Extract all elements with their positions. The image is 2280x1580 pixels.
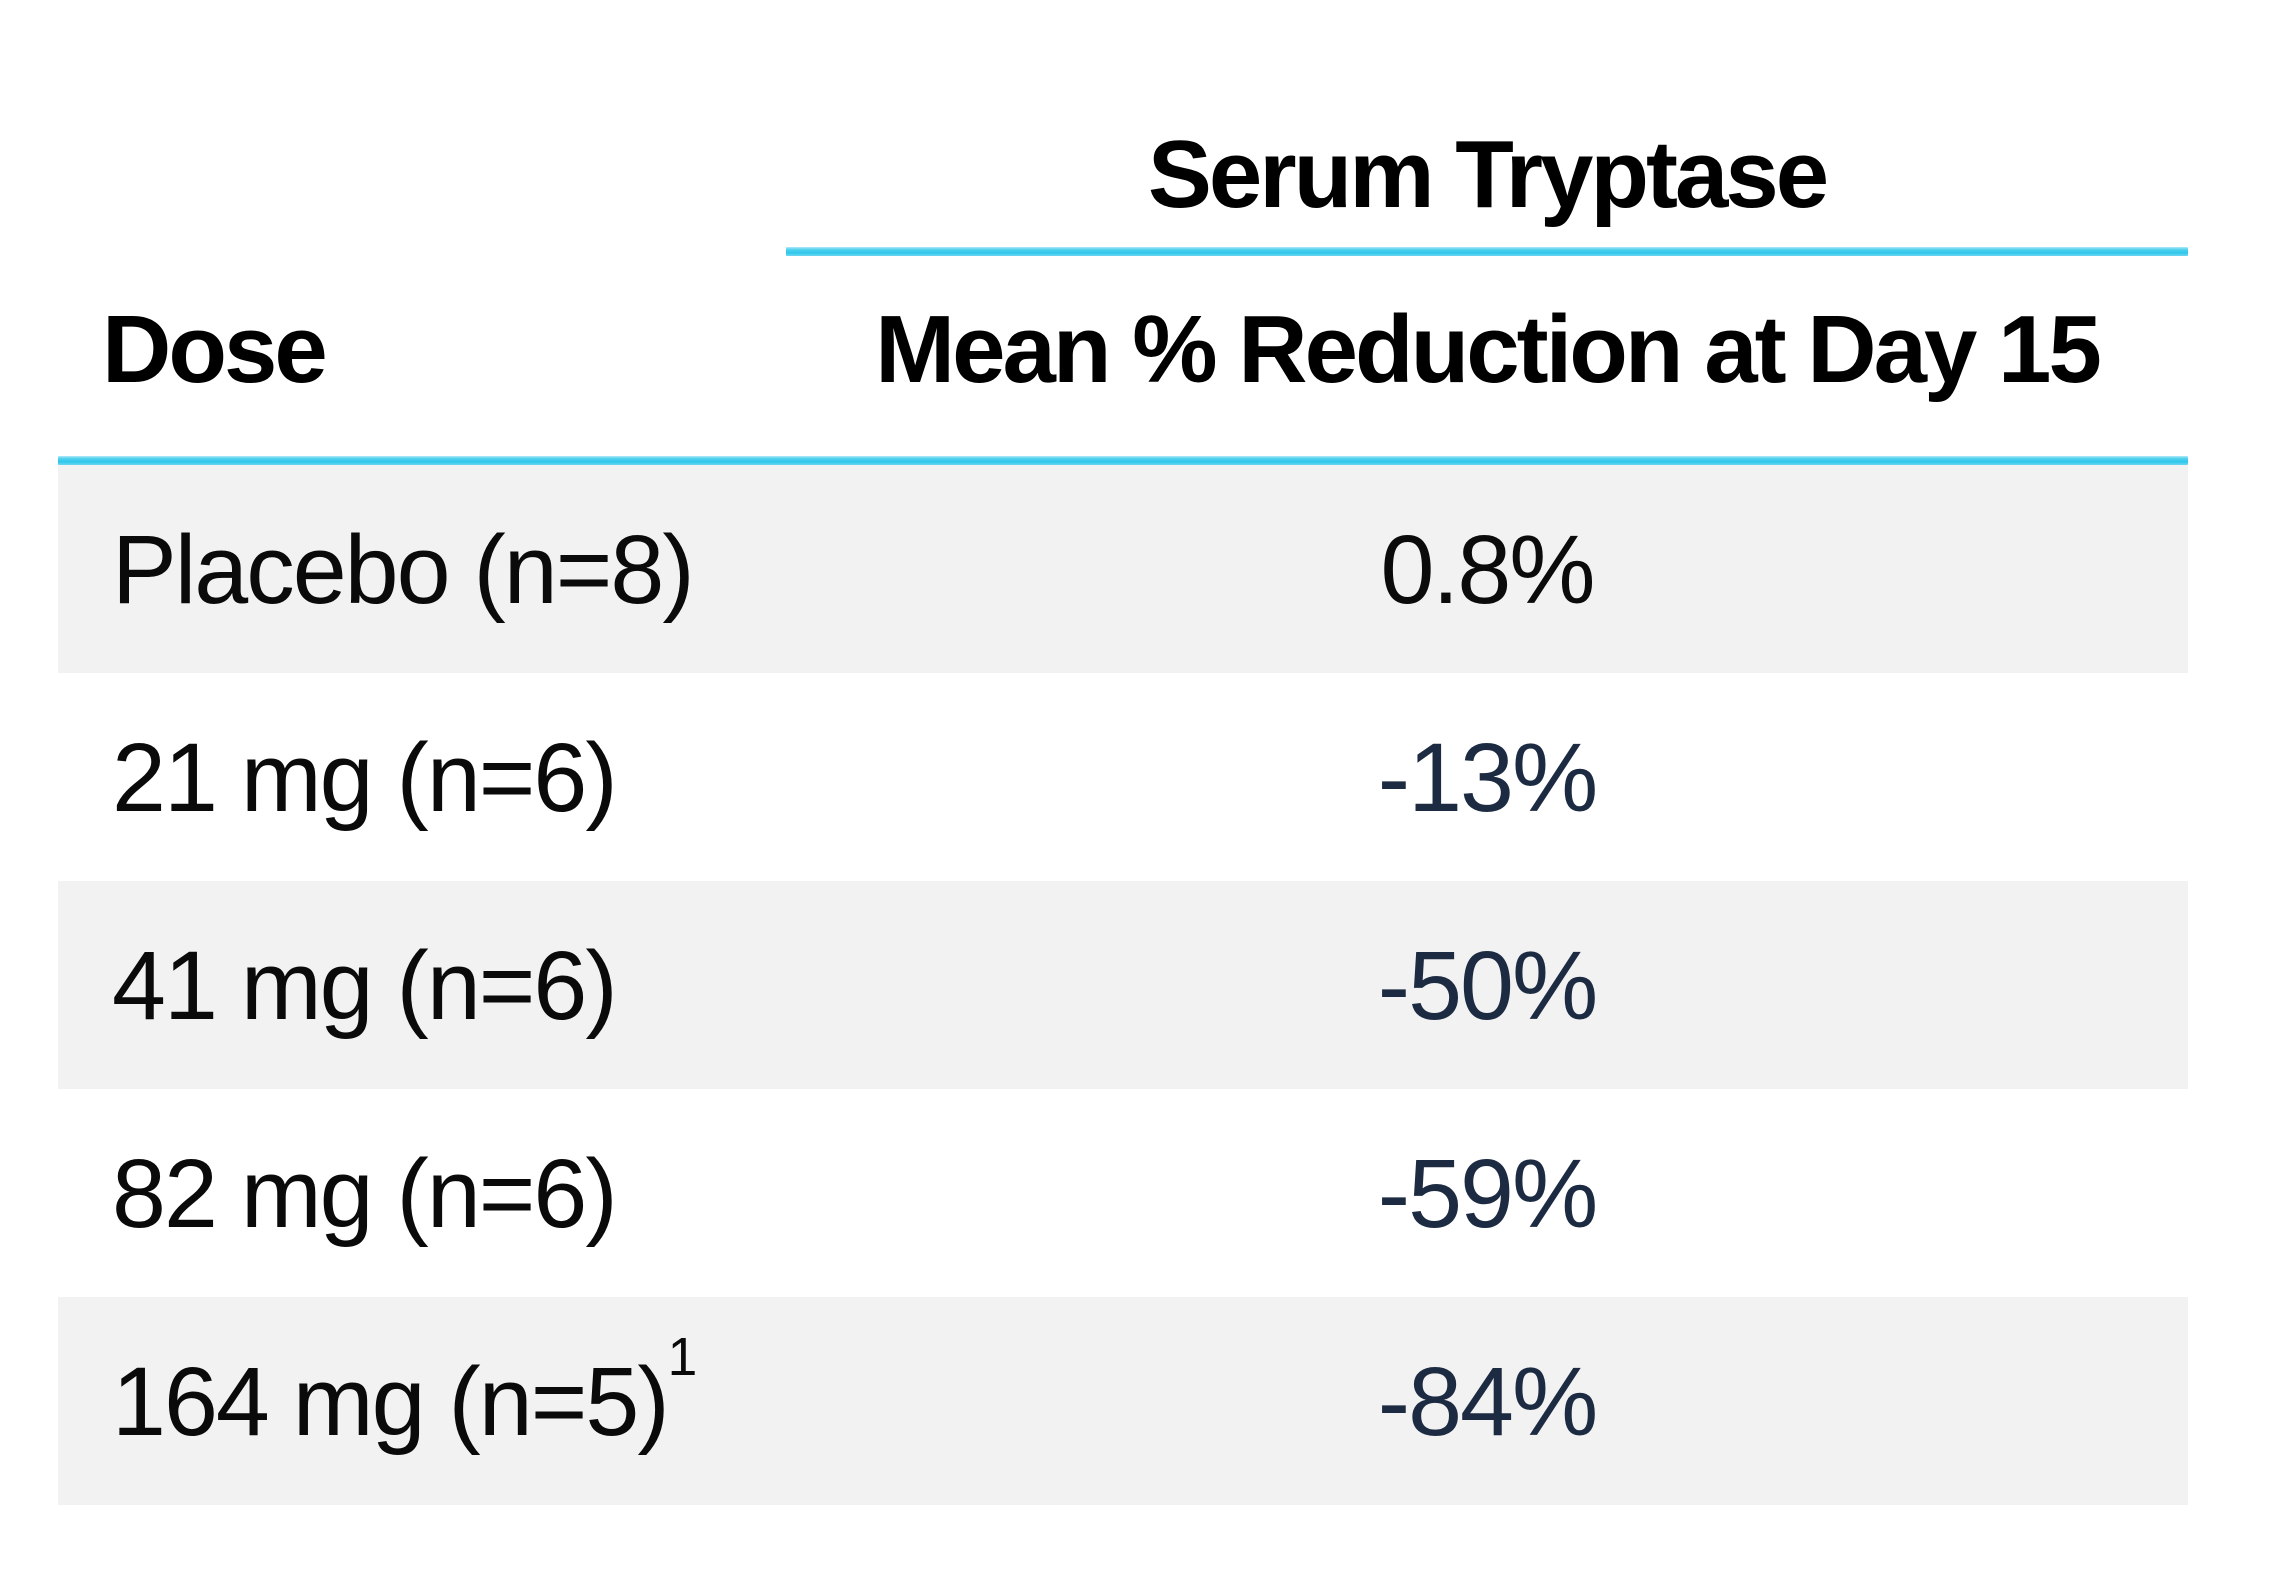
- column-header-mean-reduction: Mean % Reduction at Day 15: [875, 296, 2102, 403]
- value-cell: -13%: [1377, 722, 1598, 832]
- footnote-marker: 1: [667, 1327, 698, 1387]
- dose-label: 82 mg (n=6): [112, 1138, 618, 1248]
- table-title: Serum Tryptase: [1147, 121, 1829, 228]
- dose-cell: 41 mg (n=6): [58, 937, 618, 1034]
- table-row-82mg: 82 mg (n=6) -59%: [58, 1089, 2188, 1297]
- value-cell: -59%: [1377, 1138, 1598, 1248]
- dose-label: Placebo (n=8): [112, 514, 695, 624]
- dose-cell: 82 mg (n=6): [58, 1145, 618, 1242]
- dose-cell: 21 mg (n=6): [58, 729, 618, 826]
- dose-label: 21 mg (n=6): [112, 722, 618, 832]
- dose-cell: Placebo (n=8): [58, 521, 695, 618]
- table-row-21mg: 21 mg (n=6) -13%: [58, 673, 2188, 881]
- dose-cell: 164 mg (n=5)1: [58, 1330, 697, 1449]
- table-row-164mg: 164 mg (n=5)1 -84%: [58, 1297, 2188, 1505]
- title-underline-accent: [786, 247, 2188, 256]
- value-cell: -50%: [1377, 930, 1598, 1040]
- value-cell: 0.8%: [1380, 514, 1595, 624]
- dose-label: 41 mg (n=6): [112, 930, 618, 1040]
- value-cell: -84%: [1377, 1346, 1598, 1456]
- table-row-41mg: 41 mg (n=6) -50%: [58, 881, 2188, 1089]
- dose-label: 164 mg (n=5): [112, 1346, 670, 1456]
- table-row-placebo: Placebo (n=8) 0.8%: [58, 465, 2188, 673]
- header-underline-accent: [58, 456, 2188, 465]
- table-body: Placebo (n=8) 0.8% 21 mg (n=6) -13% 41 m…: [58, 465, 2188, 1505]
- column-header-dose: Dose: [102, 296, 328, 403]
